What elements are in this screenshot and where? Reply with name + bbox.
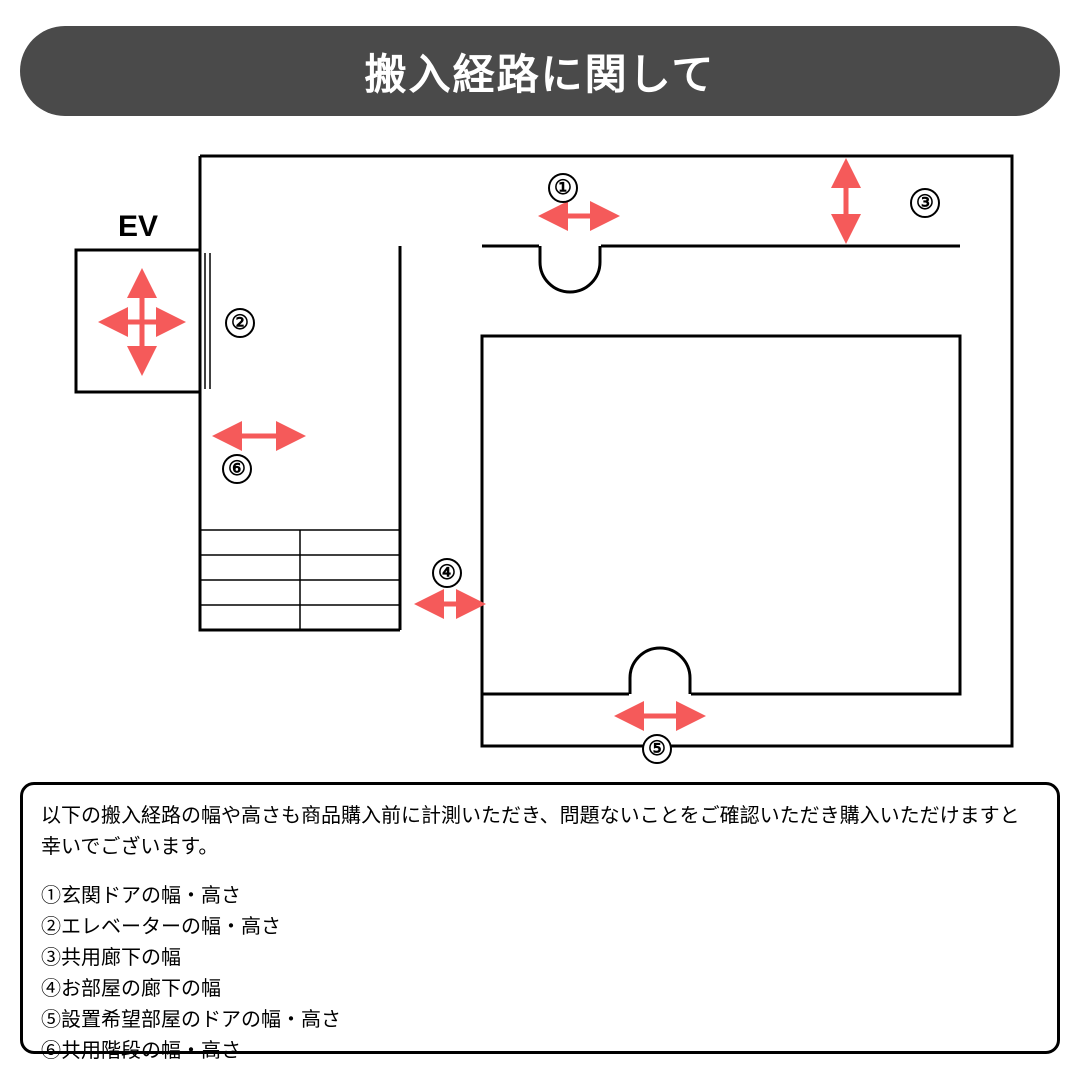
info-list-item: ②エレベーターの幅・高さ	[41, 912, 1039, 943]
header-pill: 搬入経路に関して	[20, 26, 1060, 116]
info-list: ①玄関ドアの幅・高さ②エレベーターの幅・高さ③共用廊下の幅④お部屋の廊下の幅⑤設…	[41, 881, 1039, 1067]
floorplan-diagram: ①②③④⑤⑥ EV	[0, 140, 1080, 754]
info-list-item: ①玄関ドアの幅・高さ	[41, 881, 1039, 912]
measurement-badge: ③	[910, 188, 940, 218]
info-list-item: ④お部屋の廊下の幅	[41, 974, 1039, 1005]
elevator-label: EV	[118, 210, 158, 244]
measurement-badge: ①	[548, 173, 578, 203]
measurement-badge: ⑥	[222, 454, 252, 484]
info-list-item: ⑤設置希望部屋のドアの幅・高さ	[41, 1005, 1039, 1036]
info-list-item: ⑥共用階段の幅・高さ	[41, 1036, 1039, 1067]
info-list-item: ③共用廊下の幅	[41, 943, 1039, 974]
measurement-badge: ⑤	[642, 734, 672, 764]
measurement-badge: ②	[225, 308, 255, 338]
info-box: 以下の搬入経路の幅や高さも商品購入前に計測いただき、問題ないことをご確認いただき…	[20, 782, 1060, 1054]
info-intro: 以下の搬入経路の幅や高さも商品購入前に計測いただき、問題ないことをご確認いただき…	[41, 801, 1039, 863]
page-title: 搬入経路に関して	[365, 41, 716, 102]
measurement-badge: ④	[432, 558, 462, 588]
